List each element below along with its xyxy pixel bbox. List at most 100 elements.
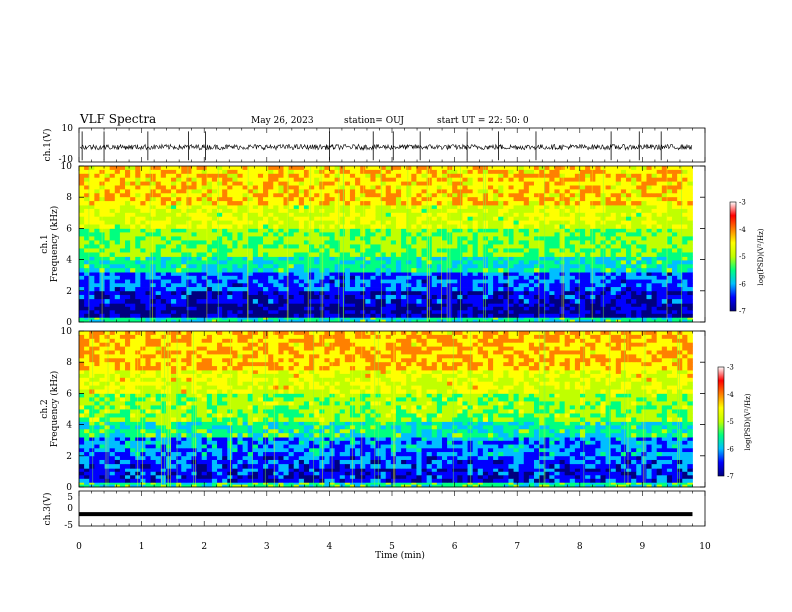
spectrogram-cell [186, 173, 192, 179]
spectrogram-cell [344, 310, 351, 315]
spectrogram-cell [201, 232, 208, 237]
spectrogram-cell [119, 264, 126, 269]
spectrogram-cell [452, 197, 458, 202]
spectrogram-cell [206, 317, 213, 321]
spectrogram-cell [355, 272, 361, 277]
spectrogram-cell [283, 275, 289, 280]
spectrogram-cell [503, 283, 509, 288]
spectrogram-cell [298, 303, 305, 308]
spectrogram-cell [232, 275, 238, 280]
spectrogram-cell [585, 232, 591, 237]
spectrogram-cell [687, 287, 693, 292]
spectrogram-cell [580, 319, 586, 323]
spectrogram-cell [421, 248, 428, 253]
spectrogram-cell [104, 268, 111, 273]
spectrogram-cell [441, 319, 448, 323]
spectrogram-cell [344, 272, 351, 277]
spectrogram-cell [155, 275, 162, 280]
spectrogram-cell [206, 201, 213, 206]
spectrogram-cell [380, 306, 387, 311]
spectrogram-cell [508, 224, 514, 229]
spectrogram-cell [84, 287, 90, 292]
spectrogram-cell [252, 283, 259, 288]
spectrogram-cell [452, 208, 458, 214]
spectrogram-cell [165, 169, 172, 175]
spectrogram-cell [595, 317, 601, 321]
spectrogram-cell [631, 279, 637, 284]
spectrogram-cell [206, 173, 213, 179]
spectrogram-cell [257, 212, 264, 218]
spectrogram-cell [145, 272, 151, 277]
spectrogram-cell [288, 290, 295, 296]
spectrogram-cell [462, 216, 468, 221]
spectrogram-cell [385, 169, 392, 175]
spectrogram-cell [472, 248, 479, 253]
spectrogram-cell [150, 279, 157, 284]
spectrogram-cell [477, 256, 484, 261]
spectrogram-cell [554, 317, 560, 321]
spectrogram-cell [564, 169, 571, 175]
spectrogram-cell [242, 169, 249, 175]
spectrogram-cell [84, 306, 90, 311]
spectrogram-cell [370, 294, 376, 300]
spectrogram-cell [125, 252, 131, 257]
spectrogram-cell [605, 173, 612, 179]
spectrogram-cell [539, 299, 545, 304]
spectrogram-cell [661, 166, 668, 171]
spectrogram-cell [232, 310, 238, 315]
spectrogram-cell [217, 228, 223, 233]
spectrogram-cell [314, 201, 320, 206]
spectrogram-cell [534, 212, 540, 218]
spectrogram-cell [661, 317, 668, 321]
spectrogram-cell [477, 185, 484, 190]
spectrogram-cell [615, 319, 622, 323]
spectrogram-cell [319, 260, 325, 265]
spectrogram-cell [252, 169, 259, 175]
spectrogram-cell [544, 313, 550, 318]
spectrogram-cell [646, 283, 652, 288]
spectrogram-cell [641, 294, 647, 300]
spectrogram-cell [365, 303, 371, 308]
spectrogram-cell [324, 189, 330, 194]
spectrogram-cell [406, 264, 412, 269]
spectrogram-cell [472, 193, 479, 198]
spectrogram-cell [191, 248, 197, 253]
spectrogram-cell [171, 220, 177, 225]
spectrogram-cell [324, 256, 330, 261]
spectrogram-cell [421, 313, 428, 318]
spectrogram-cell [508, 228, 514, 233]
spectrogram-cell [385, 306, 392, 311]
spectrogram-cell [375, 256, 382, 261]
spectrogram-cell [585, 313, 591, 318]
spectrogram-cell [314, 306, 320, 311]
spectrogram-cell [380, 317, 387, 321]
spectrogram-cell [344, 299, 351, 304]
spectrogram-cell [344, 313, 351, 318]
spectrogram-cell [580, 216, 586, 221]
spectrogram-cell [554, 216, 560, 221]
spectrogram-cell [687, 268, 693, 273]
spectrogram-cell [595, 201, 601, 206]
spectrogram-cell [436, 205, 443, 210]
spectrogram-cell [196, 313, 203, 318]
spectrogram-cell [544, 193, 550, 198]
spectrogram-cell [319, 177, 325, 182]
spectrogram-cell [79, 236, 85, 241]
spectrogram-cell [487, 299, 494, 304]
spectrogram-cell [620, 310, 627, 315]
spectrogram-cell [636, 216, 642, 221]
spectrogram-cell [646, 224, 652, 229]
spectrogram-cell [319, 224, 325, 229]
spectrogram-cell [206, 181, 213, 186]
spectrogram-cell [257, 306, 264, 311]
spectrogram-cell [232, 181, 238, 186]
spectrogram-cell [339, 224, 346, 229]
spectrogram-cell [687, 252, 693, 257]
spectrogram-cell [349, 290, 356, 296]
spectrogram-cell [125, 317, 131, 321]
spectrogram-cell [498, 279, 504, 284]
spectrogram-cell [580, 166, 586, 171]
spectrogram-cell [574, 208, 581, 214]
spectrogram-cell [119, 177, 126, 182]
spectrogram-cell [554, 193, 560, 198]
